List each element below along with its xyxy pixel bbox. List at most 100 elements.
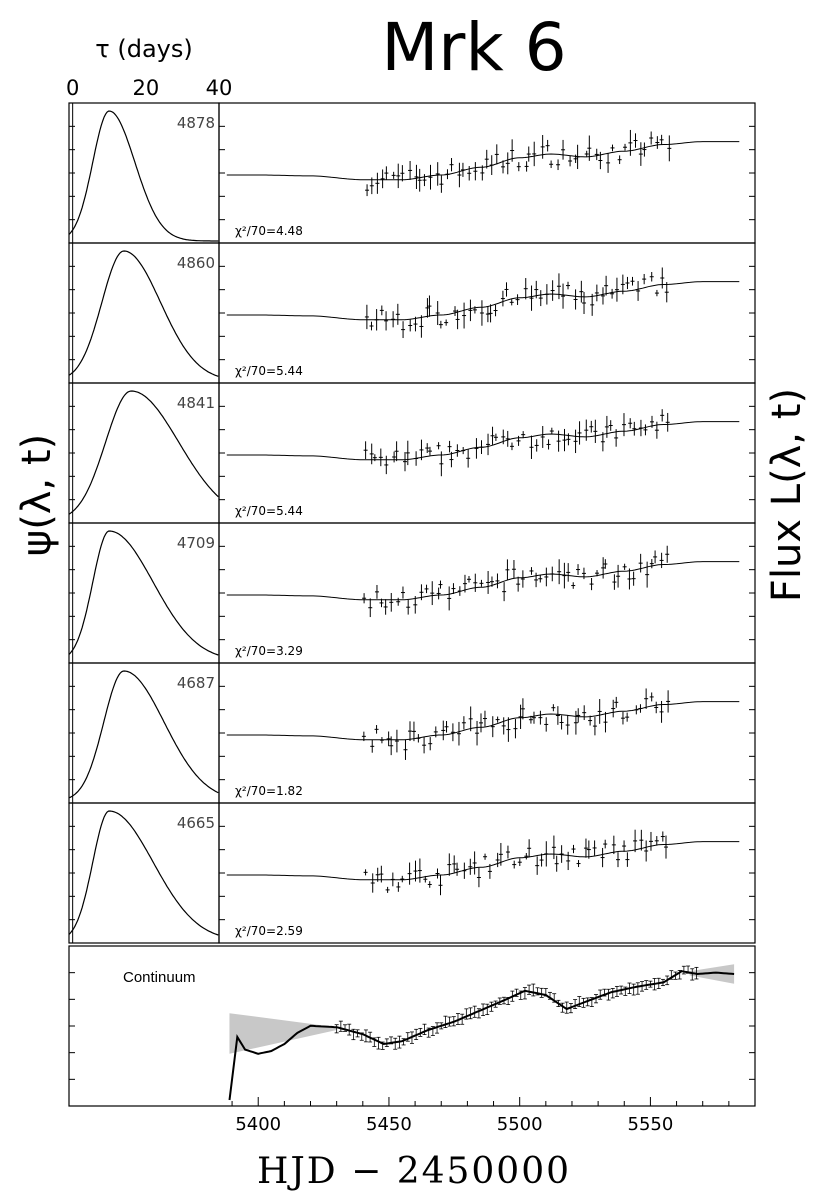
data-point bbox=[534, 439, 539, 452]
data-point bbox=[556, 430, 561, 452]
data-point bbox=[441, 720, 446, 741]
data-point bbox=[583, 838, 588, 858]
data-point bbox=[365, 184, 370, 197]
data-point bbox=[422, 174, 427, 187]
continuum-point bbox=[430, 1026, 435, 1036]
data-point bbox=[438, 320, 443, 329]
light-curve-frame bbox=[218, 242, 756, 384]
data-point bbox=[436, 587, 441, 600]
data-point bbox=[385, 886, 390, 893]
data-point bbox=[379, 737, 384, 744]
data-point bbox=[628, 129, 633, 156]
data-point bbox=[403, 739, 408, 760]
transfer-function-curve bbox=[68, 810, 219, 936]
data-point bbox=[427, 295, 432, 317]
data-point bbox=[473, 573, 478, 592]
data-point bbox=[460, 162, 465, 177]
data-point bbox=[584, 419, 589, 441]
data-point bbox=[611, 835, 616, 855]
continuum-point bbox=[476, 1008, 481, 1019]
continuum-point bbox=[489, 1001, 494, 1012]
data-point bbox=[457, 586, 462, 596]
data-point bbox=[435, 301, 440, 325]
data-point bbox=[425, 443, 430, 453]
data-point bbox=[561, 139, 566, 160]
chi-square-label: χ²/70=3.29 bbox=[235, 644, 303, 658]
data-point bbox=[614, 696, 619, 708]
data-point bbox=[665, 545, 670, 563]
data-point bbox=[449, 451, 454, 468]
data-point bbox=[438, 875, 443, 896]
data-point bbox=[664, 282, 669, 303]
data-point bbox=[666, 690, 671, 713]
data-point bbox=[447, 853, 452, 876]
data-point bbox=[526, 146, 531, 162]
data-point bbox=[479, 440, 484, 454]
continuum-point bbox=[552, 993, 557, 1003]
data-point bbox=[396, 163, 401, 189]
data-point bbox=[592, 840, 597, 856]
data-point bbox=[642, 273, 647, 285]
continuum-point bbox=[514, 988, 519, 997]
data-point bbox=[660, 831, 665, 842]
data-point bbox=[654, 421, 659, 439]
data-point bbox=[538, 290, 543, 307]
data-point bbox=[603, 711, 608, 733]
data-point bbox=[586, 840, 591, 859]
data-point bbox=[603, 839, 608, 849]
data-point bbox=[516, 162, 521, 172]
data-point bbox=[488, 304, 493, 323]
data-point bbox=[509, 442, 514, 451]
data-point bbox=[384, 455, 389, 475]
continuum-point bbox=[414, 1028, 419, 1040]
data-point bbox=[592, 716, 597, 736]
data-point bbox=[462, 302, 467, 329]
continuum-point bbox=[548, 991, 553, 1000]
data-point bbox=[566, 281, 571, 290]
data-point bbox=[416, 734, 421, 743]
continuum-point bbox=[443, 1015, 448, 1028]
data-point bbox=[461, 447, 466, 455]
data-point bbox=[584, 150, 589, 158]
continuum-point bbox=[468, 1007, 473, 1020]
data-point bbox=[549, 160, 554, 169]
data-point bbox=[588, 715, 593, 726]
data-point bbox=[654, 289, 659, 297]
data-point bbox=[559, 845, 564, 863]
data-point bbox=[379, 865, 384, 883]
data-point bbox=[510, 139, 515, 162]
data-point bbox=[521, 431, 526, 439]
data-point bbox=[447, 440, 452, 453]
data-point bbox=[582, 292, 587, 314]
continuum-point bbox=[560, 1002, 565, 1013]
data-point bbox=[408, 721, 413, 741]
data-point bbox=[468, 299, 473, 322]
continuum-point bbox=[631, 983, 636, 996]
data-point bbox=[654, 836, 659, 846]
uncertainty-band bbox=[229, 1013, 337, 1054]
data-point bbox=[649, 692, 654, 702]
continuum-point bbox=[527, 984, 532, 995]
data-point bbox=[645, 561, 650, 588]
continuum-point bbox=[510, 990, 515, 1002]
data-point bbox=[505, 152, 510, 175]
data-point bbox=[623, 143, 628, 151]
continuum-point bbox=[343, 1024, 348, 1032]
data-point bbox=[555, 706, 560, 725]
transfer-function-curve bbox=[68, 530, 219, 656]
data-point bbox=[660, 267, 665, 289]
light-curve-frame bbox=[218, 522, 756, 664]
continuum-point bbox=[652, 978, 657, 991]
data-point bbox=[405, 440, 410, 466]
data-point bbox=[513, 718, 518, 739]
continuum-point bbox=[665, 975, 670, 986]
data-point bbox=[549, 427, 554, 435]
data-point bbox=[486, 433, 491, 456]
data-point bbox=[634, 705, 639, 715]
data-point bbox=[622, 563, 627, 570]
right-y-axis-label: Flux L(λ, t) bbox=[764, 388, 810, 602]
data-point bbox=[362, 593, 367, 604]
data-point bbox=[419, 315, 424, 338]
continuum-point bbox=[648, 980, 653, 988]
x-tick-label: 5500 bbox=[497, 1114, 543, 1135]
